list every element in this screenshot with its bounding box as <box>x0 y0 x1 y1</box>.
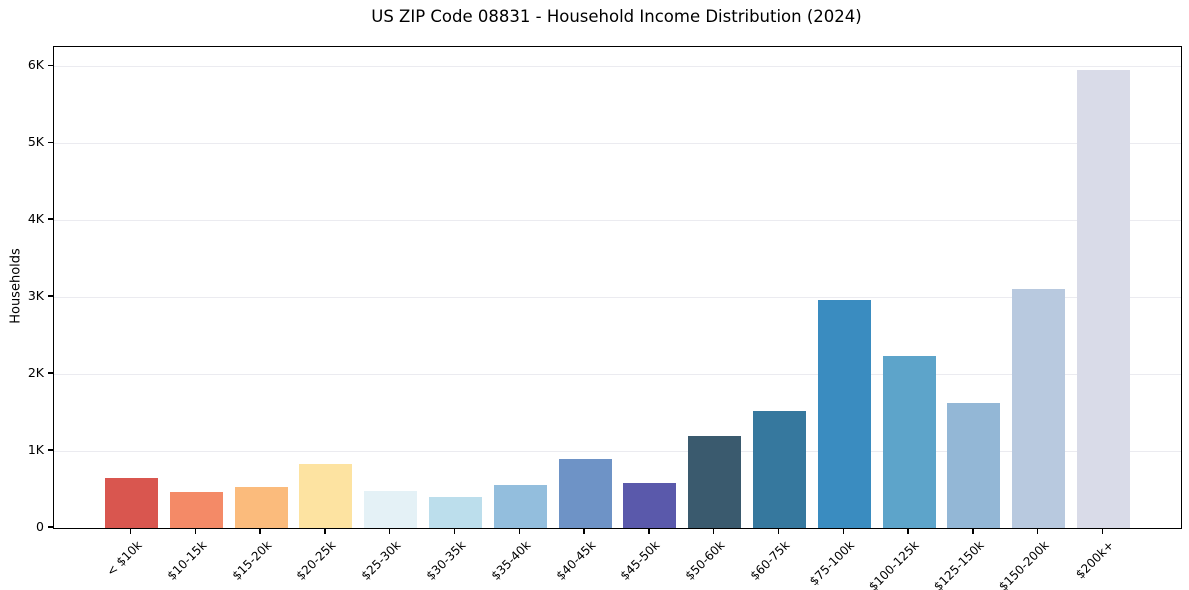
bar <box>817 300 871 528</box>
bar <box>558 458 612 528</box>
bar <box>493 484 547 528</box>
bar <box>947 403 1001 528</box>
bar <box>429 497 482 528</box>
bar <box>1077 70 1130 528</box>
bar <box>169 491 223 528</box>
y-tick-mark <box>48 295 53 297</box>
x-tick-mark <box>907 528 909 534</box>
x-tick-label: $10-15k <box>164 538 210 583</box>
bar <box>105 477 158 528</box>
x-tick-label: $15-20k <box>229 538 274 583</box>
gridline <box>54 219 1181 221</box>
chart-title: US ZIP Code 08831 - Household Income Dis… <box>371 7 862 26</box>
x-tick-label: $50-60k <box>682 538 728 583</box>
bar <box>882 355 936 528</box>
gridline <box>54 65 1181 67</box>
y-tick-label: 6K <box>27 57 44 73</box>
y-tick-mark <box>48 141 53 143</box>
x-tick-label: $75-100k <box>806 538 858 589</box>
bar <box>688 435 742 528</box>
y-tick-label: 1K <box>27 442 44 458</box>
bar <box>753 411 806 528</box>
x-tick-label: $45-50k <box>617 538 663 583</box>
y-tick-label: 0 <box>36 519 44 534</box>
plot-area <box>53 46 1182 529</box>
y-tick-mark <box>48 449 53 451</box>
gridline <box>54 373 1181 375</box>
x-tick-mark <box>453 528 456 534</box>
x-tick-mark <box>389 528 391 534</box>
y-tick-label: 2K <box>27 365 44 381</box>
bar <box>234 487 288 528</box>
x-tick-label: < $10k <box>103 538 145 579</box>
x-tick-mark <box>259 528 261 534</box>
bar <box>1012 288 1066 528</box>
bar <box>299 464 353 528</box>
y-tick-mark <box>48 526 53 528</box>
y-tick-mark <box>48 218 53 220</box>
x-tick-label: $125-150k <box>931 538 987 590</box>
x-tick-mark <box>194 528 196 534</box>
x-tick-label: $100-125k <box>866 538 922 590</box>
x-tick-mark <box>972 528 974 534</box>
x-tick-mark <box>713 528 715 534</box>
x-tick-mark <box>324 528 326 534</box>
x-tick-label: $30-35k <box>423 538 469 583</box>
x-tick-label: $20-25k <box>293 538 339 583</box>
x-tick-label: $60-75k <box>747 538 793 583</box>
y-tick-label: 3K <box>27 288 44 304</box>
x-tick-mark <box>129 528 132 534</box>
gridline <box>54 296 1181 298</box>
x-tick-mark <box>777 528 780 534</box>
y-axis-label: Households <box>8 248 24 324</box>
x-tick-mark <box>842 528 844 534</box>
bar <box>364 491 418 528</box>
bar <box>623 482 677 528</box>
x-tick-label: $200k+ <box>1072 538 1117 582</box>
x-tick-label: $35-40k <box>488 538 534 583</box>
gridline <box>54 142 1181 144</box>
y-tick-label: 4K <box>27 211 44 227</box>
y-tick-mark <box>48 372 53 374</box>
x-tick-mark <box>1037 528 1039 534</box>
x-tick-mark <box>1101 528 1104 534</box>
x-tick-label: $40-45k <box>553 538 598 583</box>
x-tick-mark <box>518 528 520 534</box>
y-tick-label: 5K <box>27 134 44 150</box>
x-tick-label: $150-200k <box>995 538 1052 590</box>
y-tick-mark <box>48 64 53 66</box>
gridline <box>54 450 1181 452</box>
x-tick-label: $25-30k <box>358 538 404 583</box>
x-tick-mark <box>583 528 585 534</box>
x-tick-mark <box>648 528 650 534</box>
